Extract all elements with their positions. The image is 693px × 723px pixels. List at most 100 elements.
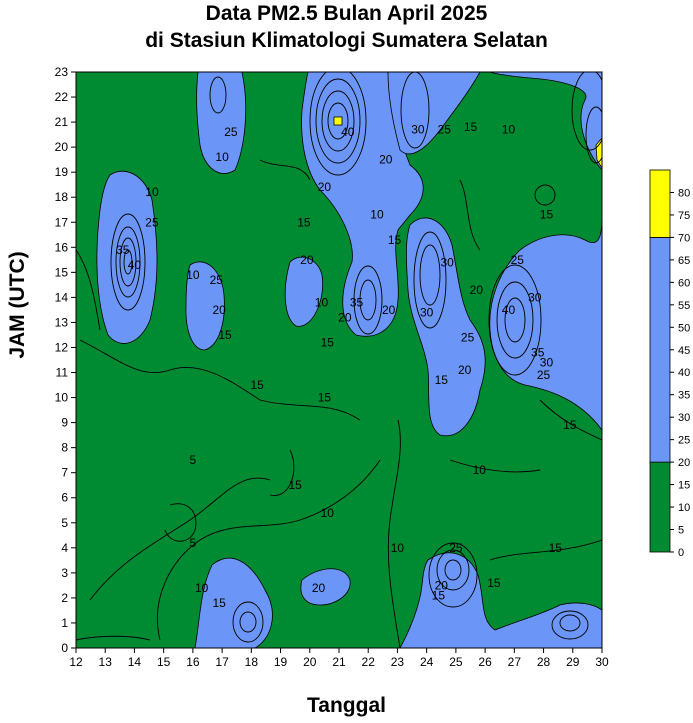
contour-label: 15 bbox=[321, 335, 335, 349]
contour-label: 15 bbox=[318, 391, 332, 405]
contour-label: 30 bbox=[528, 290, 542, 304]
x-tick-label: 18 bbox=[245, 655, 259, 669]
contour-label: 15 bbox=[388, 233, 402, 247]
blue-region bbox=[284, 256, 324, 327]
contour-label: 15 bbox=[487, 576, 501, 590]
colorbar-tick-label: 0 bbox=[678, 547, 684, 559]
blue-region bbox=[96, 170, 158, 344]
blue-region bbox=[194, 557, 273, 648]
contour-label: 35 bbox=[116, 243, 130, 257]
y-tick-label: 18 bbox=[55, 190, 69, 204]
x-tick-group: 12 13 14 15 16 17 18 19 20 21 22 23 24 25 26 27 28 29 30 bbox=[69, 648, 609, 669]
colorbar-tick-label: 35 bbox=[678, 390, 690, 402]
x-tick-label: 12 bbox=[69, 655, 83, 669]
colorbar-band bbox=[649, 169, 671, 238]
contour-label: 15 bbox=[288, 478, 302, 492]
yellow-region bbox=[333, 116, 343, 126]
colorbar: 0 5 10 15 20 25 30 35 40 45 50 55 60 65 70 75 80 bbox=[649, 169, 690, 559]
chart-subtitle: di Stasiun Klimatologi Sumatera Selatan bbox=[145, 29, 548, 52]
contour-label: 15 bbox=[549, 541, 563, 555]
y-tick-label: 3 bbox=[61, 566, 68, 580]
colorbar-tick-label: 15 bbox=[678, 480, 690, 492]
x-tick-label: 30 bbox=[595, 655, 609, 669]
contour-label: 20 bbox=[312, 581, 326, 595]
contour-label: 10 bbox=[186, 268, 200, 282]
contour-label: 30 bbox=[540, 356, 554, 370]
y-tick-label: 19 bbox=[55, 165, 69, 179]
contour-label: 20 bbox=[470, 283, 484, 297]
colorbar-tick-label: 5 bbox=[678, 525, 684, 537]
y-tick-label: 16 bbox=[55, 240, 69, 254]
contour-label: 35 bbox=[350, 295, 364, 309]
x-tick-label: 20 bbox=[303, 655, 317, 669]
contour-label: 10 bbox=[370, 208, 384, 222]
contour-label: 20 bbox=[300, 253, 314, 267]
contour-label: 10 bbox=[195, 581, 209, 595]
blue-region bbox=[300, 568, 351, 606]
colorbar-tick-label: 80 bbox=[678, 187, 690, 199]
contour-label: 15 bbox=[563, 418, 577, 432]
y-tick-label: 0 bbox=[61, 641, 68, 655]
contour-label: 20 bbox=[213, 303, 227, 317]
contour-label: 20 bbox=[435, 578, 449, 592]
colorbar-tick-label: 25 bbox=[678, 435, 690, 447]
y-tick-label: 15 bbox=[55, 265, 69, 279]
blue-region bbox=[387, 72, 481, 155]
contour-label: 10 bbox=[502, 123, 516, 137]
blue-region bbox=[301, 72, 424, 337]
contour-label: 15 bbox=[213, 596, 227, 610]
contour-label: 30 bbox=[420, 305, 434, 319]
contour-label: 20 bbox=[318, 180, 332, 194]
colorbar-band bbox=[649, 461, 671, 553]
contour-label: 15 bbox=[435, 373, 449, 387]
y-tick-label: 17 bbox=[55, 215, 69, 229]
x-tick-label: 14 bbox=[128, 655, 142, 669]
x-tick-label: 21 bbox=[332, 655, 346, 669]
x-tick-label: 25 bbox=[449, 655, 463, 669]
contour-label: 25 bbox=[449, 541, 463, 555]
contour-lines bbox=[76, 72, 602, 648]
colorbar-tick-label: 20 bbox=[678, 457, 690, 469]
blue-region bbox=[399, 552, 602, 648]
contour-label: 10 bbox=[391, 541, 405, 555]
y-tick-label: 8 bbox=[61, 441, 68, 455]
y-tick-label: 20 bbox=[55, 140, 69, 154]
y-tick-label: 11 bbox=[56, 366, 69, 380]
contour-label: 15 bbox=[432, 588, 446, 602]
colorbar-tick-label: 30 bbox=[678, 412, 690, 424]
contour-label: 10 bbox=[215, 150, 229, 164]
y-tick-label: 10 bbox=[55, 391, 69, 405]
contour-label: 25 bbox=[537, 368, 551, 382]
contour-label: 15 bbox=[218, 328, 232, 342]
blue-region bbox=[185, 261, 225, 351]
x-tick-label: 23 bbox=[391, 655, 405, 669]
chart-title: Data PM2.5 Bulan April 2025 bbox=[205, 2, 488, 25]
colorbar-tick-label: 75 bbox=[678, 210, 690, 222]
x-tick-label: 13 bbox=[99, 655, 113, 669]
y-tick-label: 9 bbox=[61, 416, 68, 430]
contour-label: 25 bbox=[461, 330, 475, 344]
contour-label: 40 bbox=[502, 303, 516, 317]
blue-region bbox=[405, 217, 486, 437]
contour-label: 20 bbox=[382, 303, 396, 317]
x-axis-label: Tanggal bbox=[307, 694, 386, 717]
x-tick-label: 26 bbox=[478, 655, 492, 669]
contour-label: 10 bbox=[473, 463, 487, 477]
y-tick-label: 5 bbox=[61, 516, 68, 530]
contour-label: 25 bbox=[224, 125, 238, 139]
y-tick-label: 12 bbox=[55, 340, 69, 354]
contour-label: 20 bbox=[338, 310, 352, 324]
blue-region bbox=[196, 72, 247, 174]
contour-label: 25 bbox=[438, 123, 452, 137]
x-tick-label: 22 bbox=[362, 655, 376, 669]
x-tick-label: 29 bbox=[566, 655, 580, 669]
x-tick-label: 28 bbox=[537, 655, 551, 669]
band-regions bbox=[96, 72, 602, 648]
contour-label: 10 bbox=[315, 295, 329, 309]
plot-area bbox=[76, 72, 602, 648]
x-tick-label: 15 bbox=[157, 655, 171, 669]
colorbar-tick-label: 55 bbox=[678, 300, 690, 312]
colorbar-tick-label: 40 bbox=[678, 367, 690, 379]
